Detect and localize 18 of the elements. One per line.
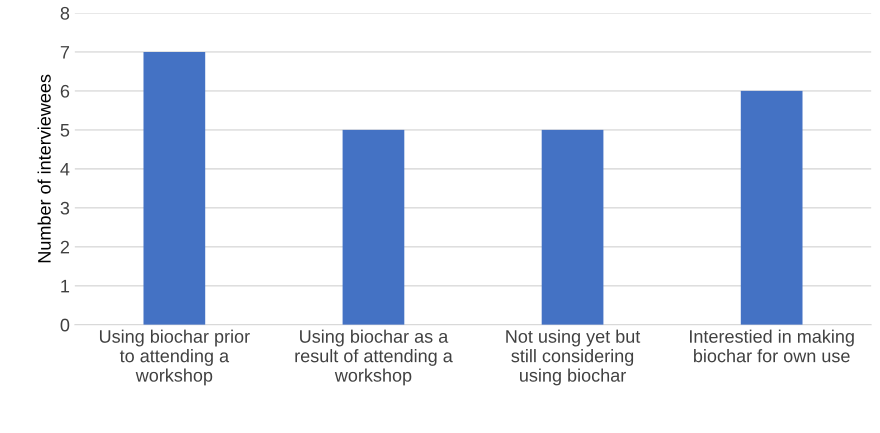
bar [342, 130, 404, 325]
x-tick-label: Using biochar as a result of attending a workshop [295, 330, 453, 386]
y-tick-label: 5 [60, 124, 70, 137]
bar [542, 130, 604, 325]
y-tick-label: 3 [60, 202, 70, 215]
x-tick-label: Not using yet but still considering using biochar [506, 330, 640, 386]
y-tick-label: 2 [60, 240, 70, 254]
y-axis-title: Number of interviewees [38, 74, 51, 262]
y-tick-label: 6 [60, 84, 70, 98]
y-tick-label: 7 [60, 46, 70, 58]
y-tick-label: 4 [60, 162, 70, 176]
y-tick-label: 0 [60, 318, 70, 332]
bar [143, 52, 206, 325]
y-tick-label: 1 [61, 280, 70, 292]
x-tick-label: Using biochar prior to attending a workshop [100, 330, 250, 386]
y-tick-label: 8 [60, 6, 70, 20]
x-tick-label: Interestied in making biochar for own use [690, 330, 854, 362]
bar [740, 90, 803, 325]
